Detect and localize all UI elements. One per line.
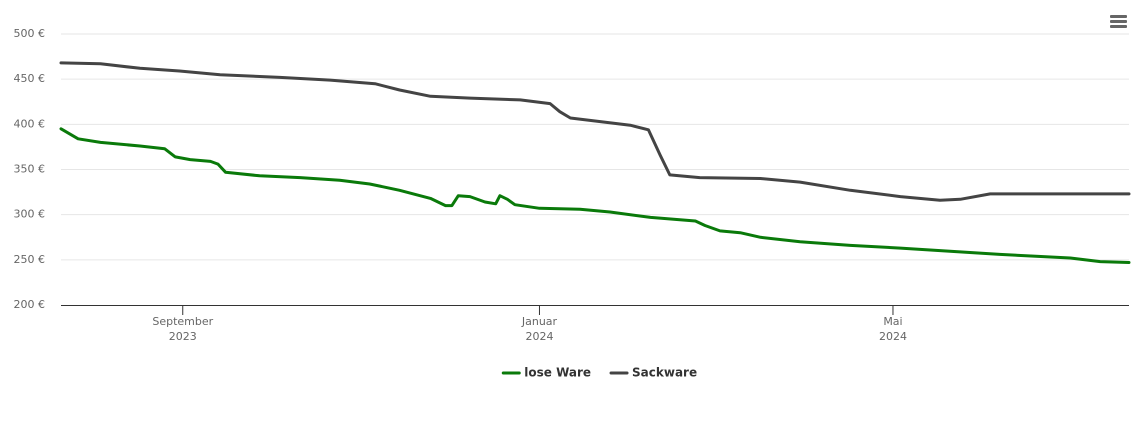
x-tick-label: Januar 2024 [521,315,558,343]
legend-label: lose Ware [524,366,591,380]
x-tick-label: Mai 2024 [879,315,907,343]
y-tick-label: 250 € [14,253,46,266]
x-tick-label: September 2023 [152,315,213,343]
menu-button[interactable] [1110,15,1127,28]
y-tick-label: 200 € [14,298,46,311]
legend: lose Ware Sackware [501,366,697,380]
y-tick-label: 400 € [14,117,46,130]
series-line [59,61,1131,202]
legend-label: Sackware [632,366,697,380]
y-tick-label: 500 € [14,27,46,40]
series-line [59,127,1131,264]
y-tick-label: 450 € [14,72,46,85]
y-tick-label: 300 € [14,208,46,221]
y-tick-label: 350 € [14,163,46,176]
